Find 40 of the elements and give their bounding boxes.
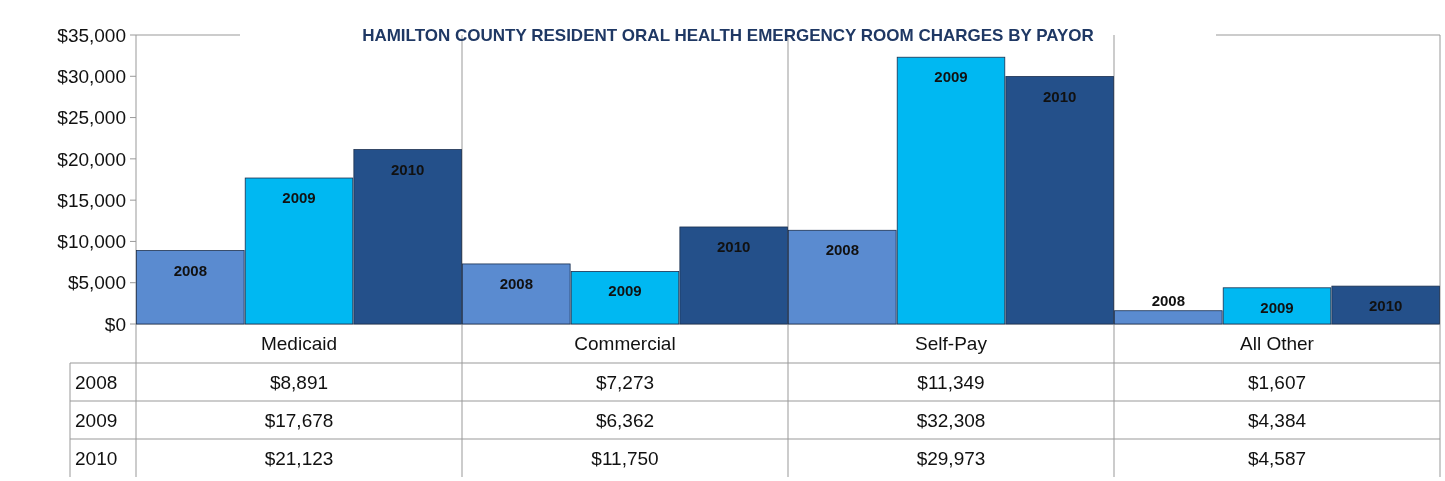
x-tick-label: All Other bbox=[1240, 333, 1315, 355]
y-tick-label: $0 bbox=[104, 313, 126, 335]
text: 2008 bbox=[173, 261, 208, 279]
y-tick-label: $25,000 bbox=[57, 107, 126, 129]
x-tick-label: Self-Pay bbox=[915, 333, 988, 355]
y-tick-label: $35,000 bbox=[57, 24, 126, 46]
x-tick-label: Medicaid bbox=[260, 333, 338, 355]
data-label: $11,750 bbox=[591, 447, 659, 469]
series-label: 2009 bbox=[1260, 298, 1294, 316]
data-label: $7,273 bbox=[595, 371, 655, 393]
y-tick-label: $30,000 bbox=[57, 65, 126, 87]
text: 2008 bbox=[75, 371, 118, 393]
data-label: $6,362 bbox=[595, 409, 655, 431]
data-label: $29,973 bbox=[916, 447, 986, 469]
y-tick-label: $5,000 bbox=[67, 272, 126, 294]
series-label: 2010 bbox=[1368, 297, 1403, 315]
text: 2010 bbox=[1042, 87, 1077, 105]
data-label: $8,891 bbox=[269, 371, 329, 393]
text: 2009 bbox=[608, 282, 642, 300]
text: 2009 bbox=[75, 409, 118, 431]
x-tick-label: Commercial bbox=[574, 333, 676, 355]
text: 2008 bbox=[825, 241, 860, 259]
data-label: $17,678 bbox=[264, 409, 334, 431]
text: 2010 bbox=[390, 160, 425, 178]
data-label: $4,587 bbox=[1247, 447, 1307, 469]
data-label: $1,607 bbox=[1247, 371, 1307, 393]
text: 2010 bbox=[716, 237, 751, 255]
text: 2008 bbox=[499, 274, 534, 292]
data-label: $4,384 bbox=[1247, 409, 1307, 431]
y-tick-label: $15,000 bbox=[57, 189, 126, 211]
y-tick-label: $20,000 bbox=[57, 148, 126, 170]
series-label: 2008 bbox=[1151, 291, 1186, 309]
data-label: $32,308 bbox=[916, 409, 986, 431]
y-tick-label: $10,000 bbox=[57, 231, 126, 253]
chart-title: HAMILTON COUNTY RESIDENT ORAL HEALTH EMERGENCY ROOM CHARGES BY PAYOR bbox=[362, 25, 1094, 45]
text: 2009 bbox=[282, 189, 316, 207]
data-label: $21,123 bbox=[264, 447, 334, 469]
data-label: $11,349 bbox=[917, 371, 985, 393]
text: 2009 bbox=[934, 68, 968, 86]
text: 2010 bbox=[75, 447, 118, 469]
